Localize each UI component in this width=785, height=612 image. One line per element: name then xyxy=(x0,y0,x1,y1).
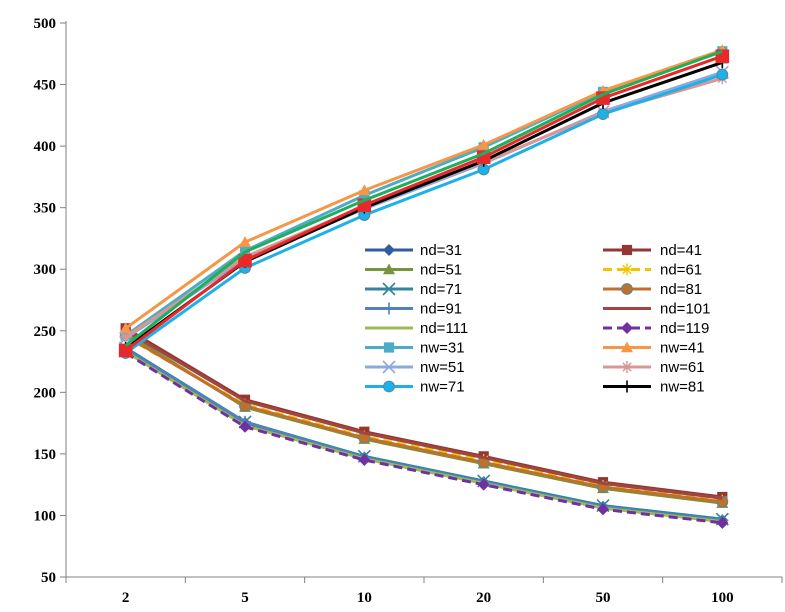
legend-label: nd=111 xyxy=(420,320,468,337)
legend-label: nd=51 xyxy=(420,262,462,279)
legend-label: nd=119 xyxy=(660,320,709,337)
legend-label: nd=81 xyxy=(660,281,702,298)
data-point xyxy=(597,108,609,121)
legend: nd=31 nd=41 nd=51 nd=61 nd=71 nd=81 nd=91 nd=10… xyxy=(365,242,710,396)
legend-entry: nd=71 xyxy=(365,281,462,298)
legend-marker xyxy=(621,361,633,373)
legend-entry: nd=61 xyxy=(603,262,702,279)
x-tick-label: 2 xyxy=(122,590,130,606)
legend-entry: nw=71 xyxy=(365,379,465,396)
legend-marker xyxy=(383,380,395,393)
data-point xyxy=(597,503,609,516)
legend-label: nw=51 xyxy=(420,359,465,376)
data-point xyxy=(359,190,370,201)
legend-entry: nd=91 xyxy=(365,301,462,318)
legend-marker xyxy=(621,263,633,276)
series-line xyxy=(124,73,723,355)
x-tick-label: 5 xyxy=(241,590,249,606)
series-line xyxy=(124,70,723,340)
y-tick-label: 300 xyxy=(34,262,57,278)
y-tick-label: 50 xyxy=(41,570,56,586)
legend-label: nd=101 xyxy=(660,301,710,318)
series-line xyxy=(124,329,723,500)
data-point xyxy=(477,478,490,491)
legend-entry: nw=41 xyxy=(603,340,705,357)
legend-marker xyxy=(382,282,396,296)
x-axis-ticks: 2 5 10 20 50 100 xyxy=(65,577,783,606)
data-point xyxy=(119,330,132,343)
data-point xyxy=(358,184,371,196)
legend-marker xyxy=(621,341,633,353)
legend-entry: nd=41 xyxy=(603,242,702,259)
legend-entry: nd=81 xyxy=(603,281,702,298)
series-line xyxy=(124,76,723,339)
legend-label: nd=41 xyxy=(660,242,702,259)
series-line xyxy=(124,350,723,524)
series-line xyxy=(124,54,723,352)
data-point xyxy=(119,322,132,334)
y-tick-label: 250 xyxy=(34,324,57,340)
legend-entry: nd=111 xyxy=(365,320,468,337)
legend-marker xyxy=(621,380,633,393)
data-point xyxy=(477,138,490,150)
legend-marker xyxy=(383,302,395,315)
series-nd-61 xyxy=(119,330,729,507)
legend-entry: nd=51 xyxy=(365,262,462,279)
legend-marker xyxy=(621,322,633,334)
data-point xyxy=(239,420,251,433)
legend-entry: nw=81 xyxy=(603,379,705,396)
legend-marker xyxy=(383,342,395,353)
data-point xyxy=(716,68,729,81)
legend-entry: nw=51 xyxy=(365,359,465,376)
y-axis-ticks: 50 100 150 200 250 300 350 400 450 500 xyxy=(34,16,66,586)
legend-label: nw=41 xyxy=(660,340,705,357)
series-unlabeled-17 xyxy=(124,49,723,347)
legend-marker xyxy=(383,244,395,256)
series-line xyxy=(124,334,723,504)
legend-label: nd=71 xyxy=(420,281,462,298)
series-nd-111 xyxy=(124,350,723,524)
legend-entry: nw=31 xyxy=(365,340,465,357)
x-tick-label: 20 xyxy=(476,590,491,606)
series-line xyxy=(124,351,723,525)
series-line xyxy=(124,49,723,347)
legend-label: nd=31 xyxy=(420,242,462,259)
x-tick-label: 50 xyxy=(596,590,611,606)
legend-label: nd=61 xyxy=(660,262,702,279)
y-tick-label: 150 xyxy=(34,447,57,463)
series-layer xyxy=(118,44,730,529)
legend-marker xyxy=(382,360,396,374)
legend-marker xyxy=(621,244,633,256)
y-tick-label: 400 xyxy=(34,139,57,155)
data-point xyxy=(716,516,729,529)
legend-label: nw=61 xyxy=(660,359,705,376)
series-nd-81 xyxy=(119,329,729,508)
data-point xyxy=(239,236,251,247)
legend-entry: nd=101 xyxy=(603,301,710,318)
x-tick-label: 10 xyxy=(357,590,372,606)
legend-label: nw=71 xyxy=(420,379,465,396)
y-tick-label: 200 xyxy=(34,385,57,401)
series-line xyxy=(124,48,723,330)
legend-marker xyxy=(621,283,633,295)
y-tick-label: 100 xyxy=(34,508,57,524)
legend-label: nw=31 xyxy=(420,340,465,357)
legend-entry: nd=31 xyxy=(365,242,462,259)
data-point xyxy=(238,253,252,268)
x-tick-label: 100 xyxy=(711,590,734,606)
data-point xyxy=(358,454,371,467)
y-tick-label: 500 xyxy=(34,16,57,32)
y-tick-label: 450 xyxy=(34,78,57,94)
legend-label: nd=91 xyxy=(420,301,462,318)
legend-marker xyxy=(383,263,395,275)
legend-entry: nd=119 xyxy=(603,320,709,337)
legend-entry: nw=61 xyxy=(603,359,705,376)
series-nd-101 xyxy=(124,329,723,500)
legend-label: nw=81 xyxy=(660,379,705,396)
data-point xyxy=(118,343,133,358)
y-tick-label: 350 xyxy=(34,201,57,217)
